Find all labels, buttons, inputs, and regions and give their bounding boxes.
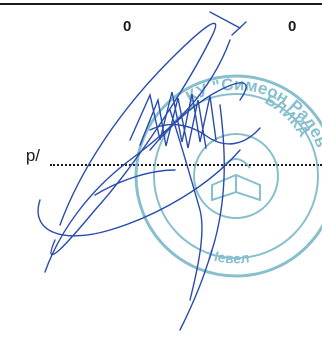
handwritten-signature — [37, 11, 261, 331]
field-label: p/ — [25, 146, 40, 165]
top-rule — [0, 3, 322, 5]
value-left: 0 — [123, 18, 132, 35]
dotted-line — [50, 164, 322, 166]
seal-stamp: КУ "Симеон Радев" БЛИКА Невел — [134, 74, 322, 278]
field-label-wrap: p/ — [0, 146, 40, 168]
seal-text-bottom: Невел — [207, 246, 251, 266]
value-right: 0 — [288, 18, 297, 35]
svg-text:Невел: Невел — [207, 246, 251, 266]
